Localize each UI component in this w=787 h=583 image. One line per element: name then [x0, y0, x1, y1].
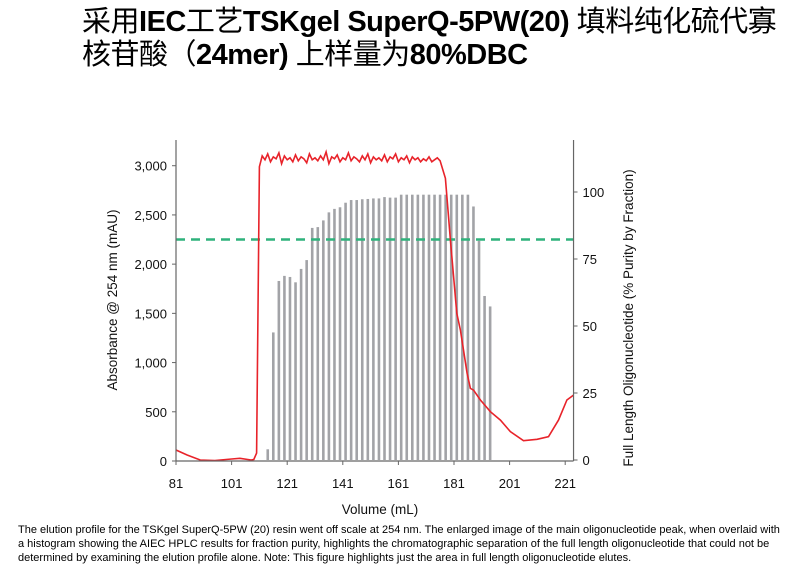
purity-bar: [405, 194, 409, 460]
x-tick-label: 221: [554, 476, 576, 491]
x-tick-label: 141: [332, 476, 354, 491]
y-left-tick-label: 2,000: [134, 257, 167, 272]
title-segment: 上样量为: [288, 39, 411, 71]
purity-bar: [322, 220, 325, 460]
y-right-tick-label: 50: [583, 319, 597, 334]
slide-title: 采用IEC工艺TSKgel SuperQ-5PW(20) 填料纯化硫代寡 核苷酸…: [82, 6, 777, 72]
axes: 81 101 121 141 161 181 201 22105001,0001,5002,0…: [134, 140, 604, 491]
purity-bar: [272, 332, 275, 460]
purity-bar: [455, 194, 459, 460]
y-right-tick-label: 75: [583, 252, 597, 267]
purity-bar: [394, 197, 397, 461]
y-right-tick-label: 25: [583, 386, 597, 401]
purity-bar: [310, 227, 314, 460]
purity-bar: [383, 197, 386, 461]
purity-bar: [333, 208, 336, 460]
purity-bar: [477, 240, 481, 460]
purity-bar: [488, 306, 492, 460]
purity-bar: [377, 198, 381, 460]
purity-bar: [277, 280, 281, 460]
absorbance-line: [175, 149, 574, 462]
purity-bars: [266, 194, 492, 461]
purity-bar: [288, 276, 292, 460]
title-segment: 24mer): [196, 39, 289, 71]
purity-bar: [360, 199, 364, 460]
purity-bar: [416, 194, 420, 460]
purity-bar: [283, 275, 286, 460]
title-segment: IEC: [139, 6, 186, 38]
x-tick-label: 121: [276, 476, 298, 491]
purity-bar: [372, 198, 375, 460]
purity-bar: [399, 194, 403, 460]
x-tick-label: 161: [388, 476, 410, 491]
title-segment: 工艺: [185, 6, 244, 38]
purity-bar: [472, 206, 475, 460]
y-left-tick-label: 3,000: [134, 159, 167, 174]
purity-bar: [338, 207, 342, 460]
purity-bar: [327, 212, 331, 460]
purity-bar: [294, 282, 297, 460]
y-right-tick-label: 0: [583, 453, 590, 468]
title-line-1: 采用IEC工艺TSKgel SuperQ-5PW(20) 填料纯化硫代寡: [82, 6, 777, 39]
title-segment: TSKgel SuperQ-5PW(20): [242, 6, 570, 38]
purity-bar: [366, 198, 370, 460]
purity-bar: [316, 227, 320, 460]
purity-bar: [355, 200, 358, 461]
purity-bar: [444, 194, 447, 460]
x-axis-label: Volume (mL): [342, 502, 419, 517]
purity-bar: [433, 194, 436, 460]
purity-bar: [299, 268, 303, 460]
purity-bar: [483, 295, 486, 460]
purity-bar: [266, 449, 270, 460]
purity-bar: [427, 194, 431, 460]
purity-bar: [466, 194, 470, 460]
purity-bar: [438, 194, 442, 460]
y-right-tick-label: 100: [583, 185, 605, 200]
title-segment: 采用: [82, 6, 140, 38]
purity-bar: [349, 200, 353, 461]
x-tick-label: 201: [499, 476, 521, 491]
title-segment: 填料纯化硫代寡: [569, 6, 777, 38]
purity-bar: [449, 194, 453, 460]
title-line-2: 核苷酸（24mer) 上样量为80%DBC: [82, 39, 776, 72]
title-segment: 核苷酸（: [82, 39, 197, 71]
x-tick-label: 101: [221, 476, 243, 491]
y-left-tick-label: 500: [145, 405, 167, 420]
purity-bar: [388, 197, 392, 461]
title-segment: 80%DBC: [409, 39, 528, 71]
y-left-tick-label: 2,500: [134, 208, 167, 223]
y-left-tick-label: 0: [160, 454, 167, 469]
x-tick-label: 181: [443, 476, 465, 491]
x-tick-label: 81: [169, 476, 183, 491]
y-axis-left-label: Absorbance @ 254 nm (mAU): [105, 209, 120, 390]
purity-bar: [461, 194, 464, 460]
purity-bar: [305, 260, 308, 460]
purity-bar: [344, 202, 347, 460]
purity-bar: [411, 194, 414, 460]
figure-caption: The elution profile for the TSKgel Super…: [18, 524, 780, 564]
y-left-tick-label: 1,000: [134, 356, 167, 371]
y-left-tick-label: 1,500: [134, 306, 167, 321]
y-axis-right-label: Full Length Oligonucleotide (% Purity by…: [621, 169, 636, 466]
purity-bar: [422, 194, 425, 460]
